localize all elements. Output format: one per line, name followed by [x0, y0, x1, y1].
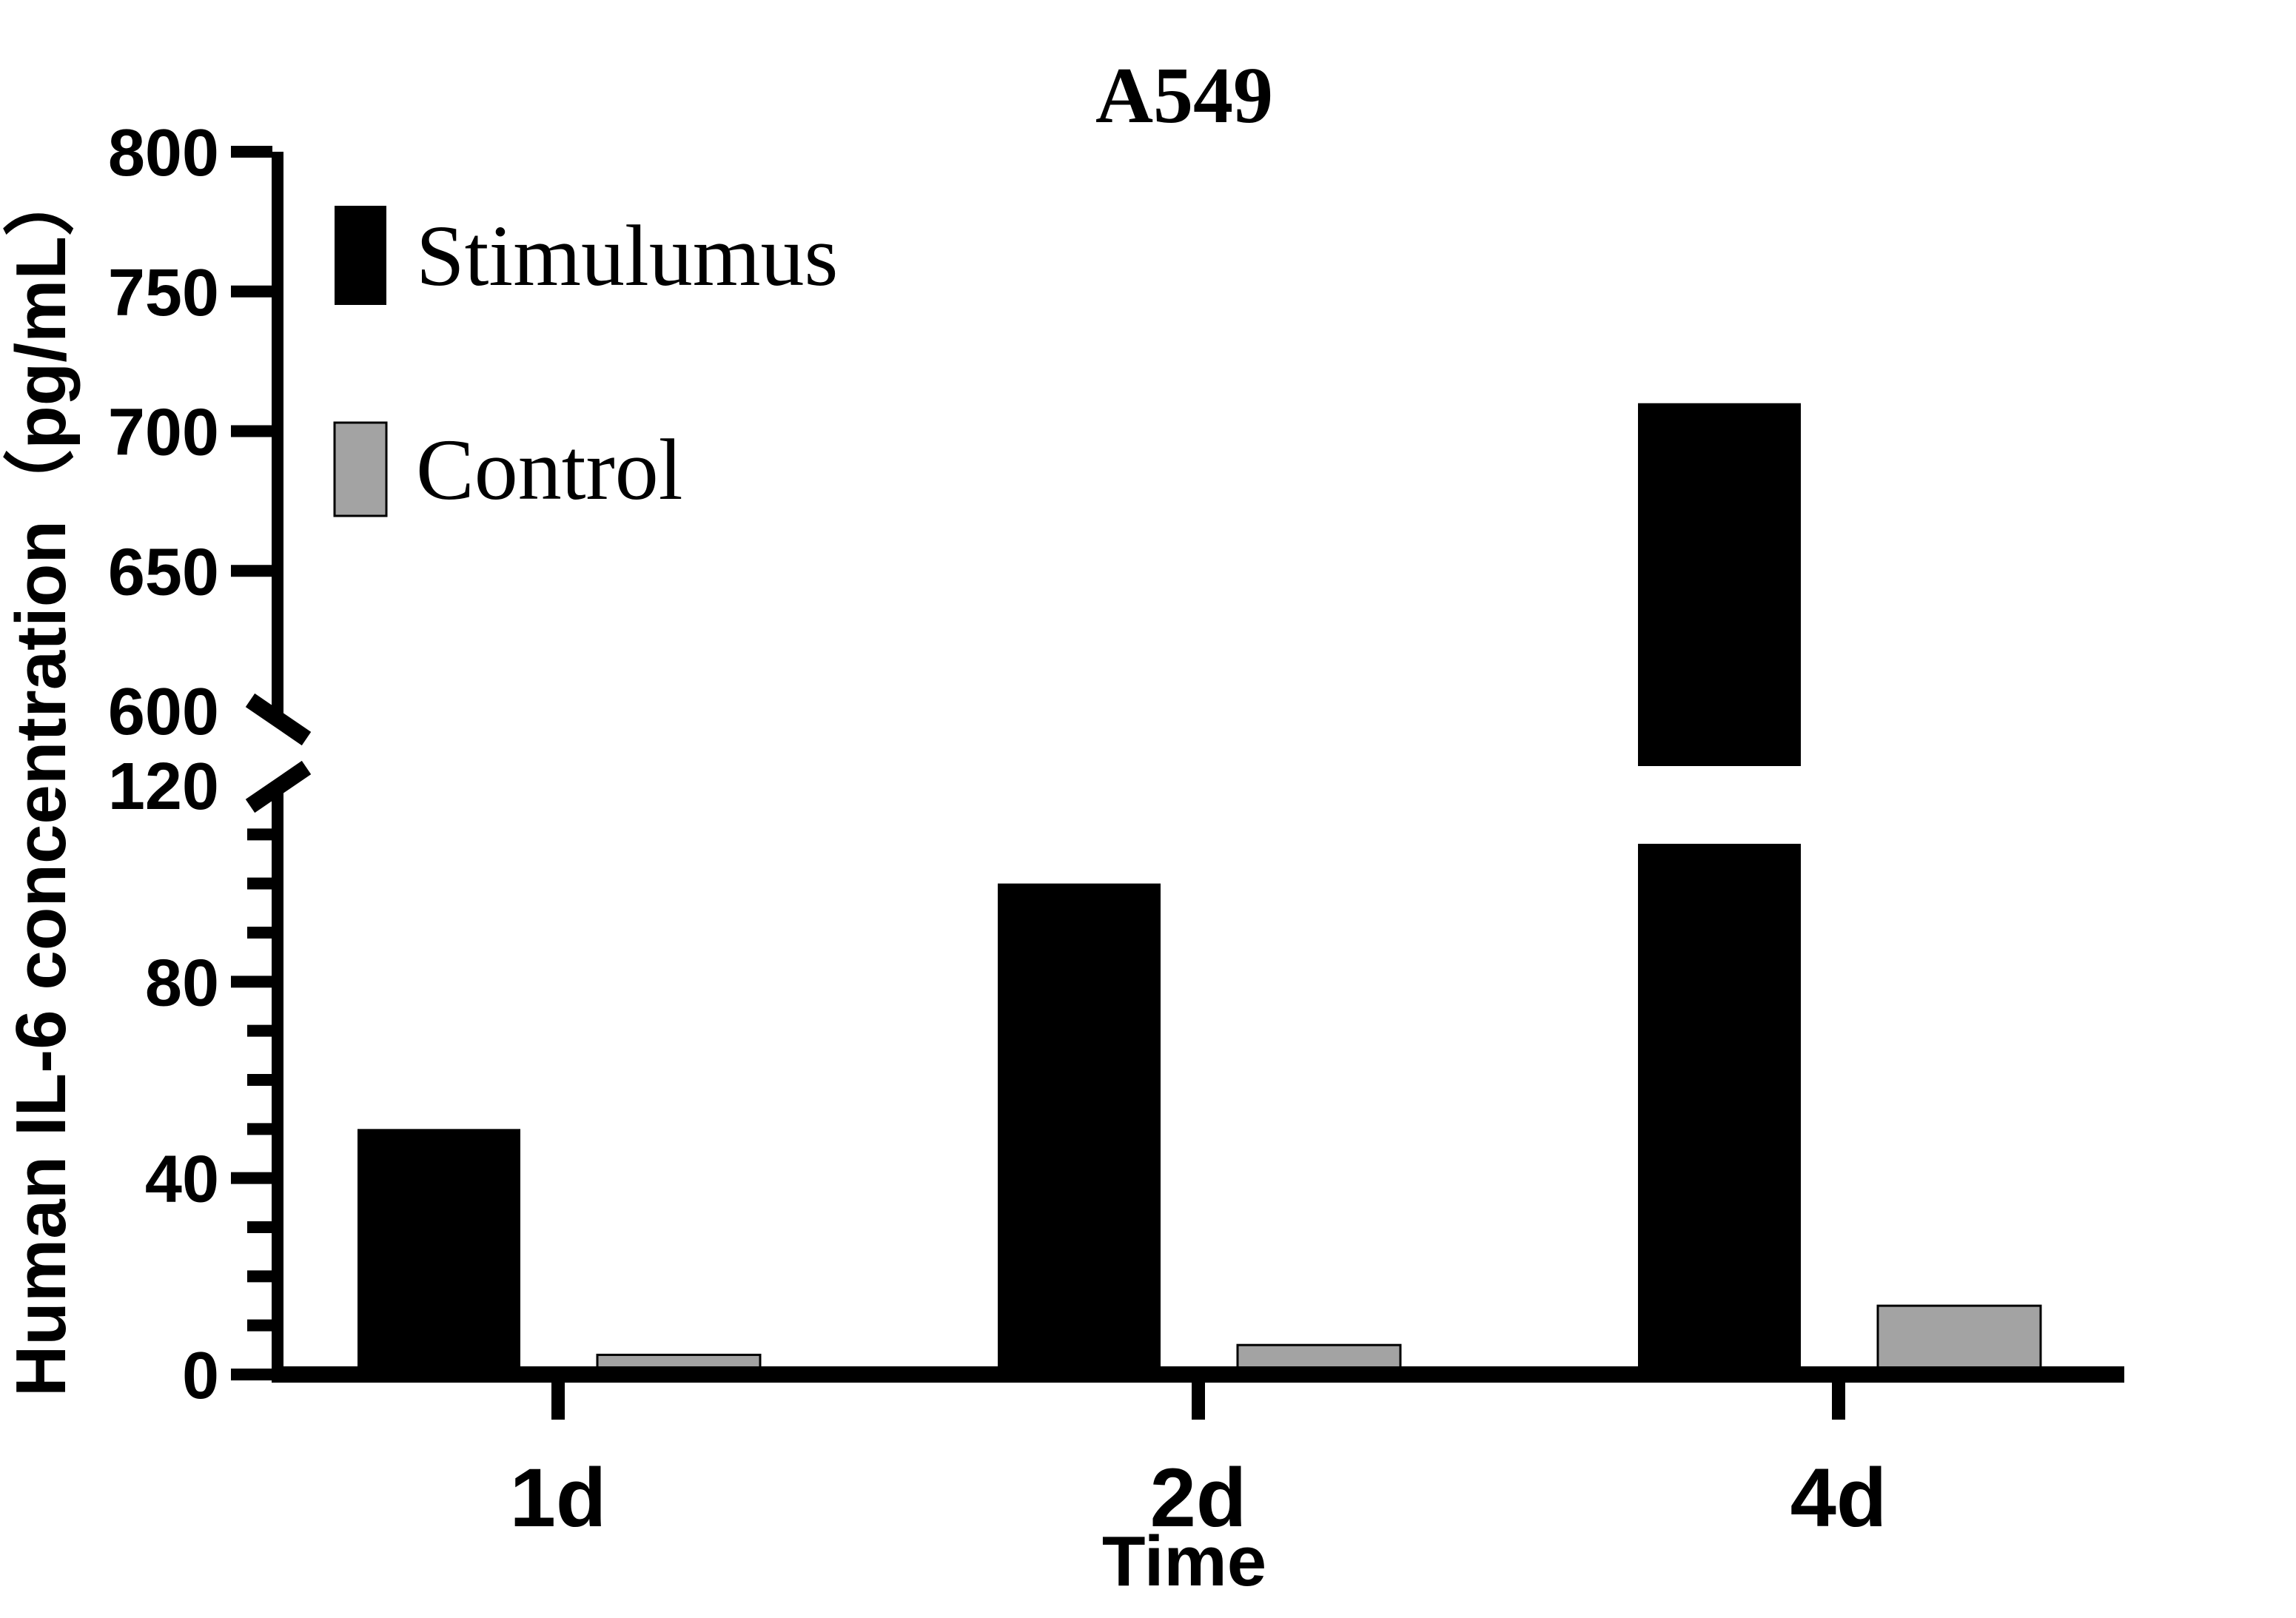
y-tick-label-700: 700: [108, 396, 219, 470]
legend-swatch-stimulumus: [335, 206, 386, 305]
y-tick-label-120: 120: [108, 750, 219, 824]
ticks-layer: [231, 146, 1845, 1420]
y-tick-label-650: 650: [108, 535, 219, 609]
bar-stimulumus-2d: [998, 883, 1161, 1374]
x-axis-title: Time: [1102, 1522, 1266, 1601]
y-axis-title: Human IL-6 concentration（pg/mL）: [1, 165, 81, 1397]
y-tick-label-600: 600: [108, 675, 219, 749]
legend-swatch-control: [333, 421, 388, 517]
bars-layer: [358, 403, 2042, 1376]
y-tick-label-80: 80: [145, 946, 219, 1020]
x-tick-label-1d: 1d: [510, 1451, 607, 1544]
legend-label-stimulumus: Stimulumus: [416, 207, 838, 304]
bar-stimulumus-4d-upper-segment: [1638, 403, 1801, 766]
y-tick-label-800: 800: [108, 116, 219, 190]
y-tick-label-0: 0: [182, 1339, 219, 1413]
x-tick-label-2d: 2d: [1150, 1451, 1247, 1544]
legend-label-control: Control: [416, 421, 683, 518]
bar-stimulumus-4d-lower-segment: [1638, 844, 1801, 1374]
bar-control-4d: [1876, 1304, 2042, 1376]
bar-stimulumus-1d: [358, 1129, 520, 1374]
axes-layer: [245, 152, 2124, 1383]
legend: Stimulumus Control: [333, 206, 838, 518]
y-axis-break-slash-1: [245, 693, 312, 746]
y-tick-label-750: 750: [108, 256, 219, 330]
y-tick-label-40: 40: [145, 1143, 219, 1217]
x-tick-label-4d: 4d: [1790, 1451, 1887, 1544]
chart-title: A549: [1095, 52, 1273, 140]
y-axis-break-slash-2: [245, 760, 312, 813]
